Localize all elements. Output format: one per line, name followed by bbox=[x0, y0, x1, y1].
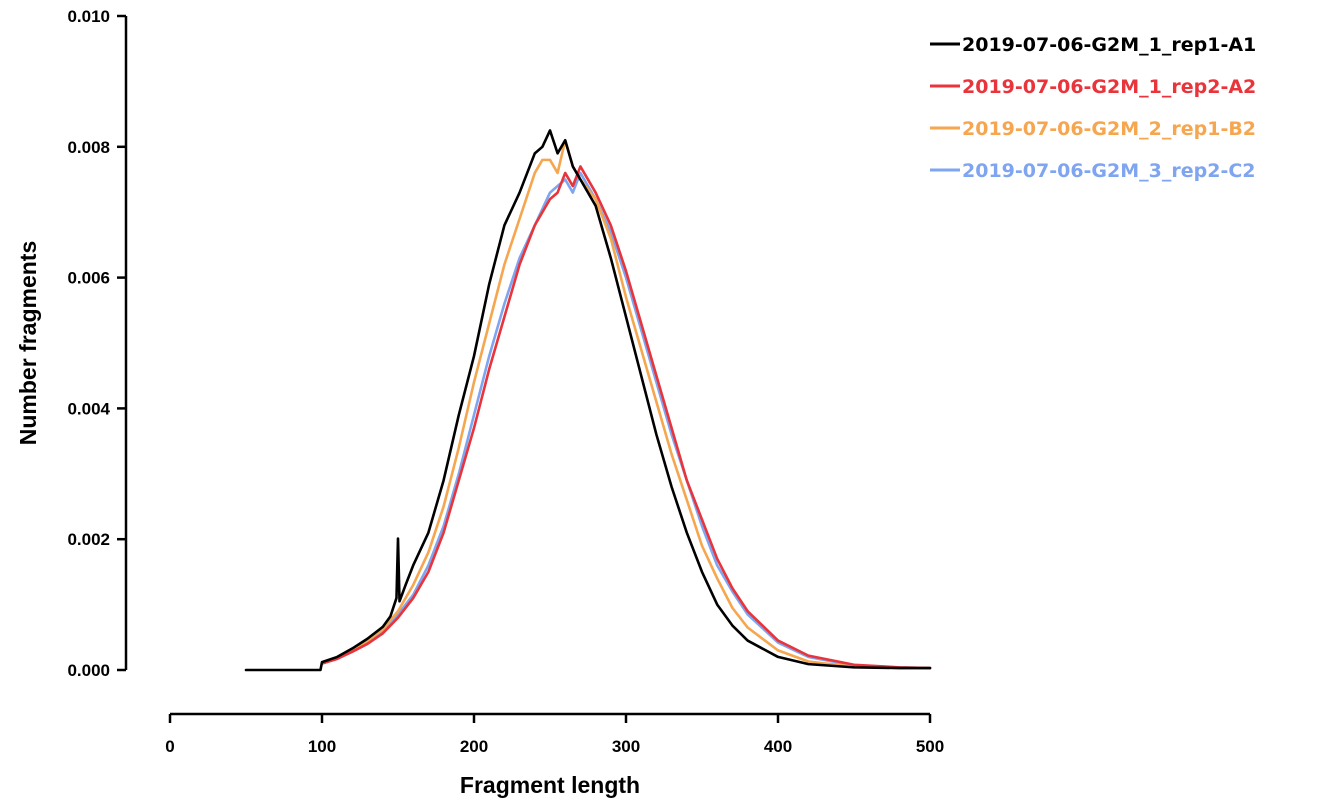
y-tick-label: 0.010 bbox=[67, 7, 110, 26]
legend-label: 2019-07-06-G2M_1_rep1-A1 bbox=[962, 34, 1256, 56]
x-tick-label: 500 bbox=[916, 737, 944, 756]
series-line-3 bbox=[320, 138, 932, 670]
x-tick-label: 0 bbox=[165, 737, 174, 756]
legend-label: 2019-07-06-G2M_2_rep1-B2 bbox=[962, 118, 1256, 140]
series-line-1 bbox=[244, 129, 932, 672]
y-tick-label: 0.002 bbox=[67, 530, 110, 549]
y-tick-label: 0.004 bbox=[67, 399, 110, 418]
y-tick-label: 0.000 bbox=[67, 661, 110, 680]
series-line-2 bbox=[320, 165, 932, 670]
x-tick-label: 400 bbox=[764, 737, 792, 756]
x-tick-label: 300 bbox=[612, 737, 640, 756]
series-group bbox=[244, 129, 932, 672]
legend: 2019-07-06-G2M_1_rep1-A1 2019-07-06-G2M_1… bbox=[930, 34, 1256, 182]
y-axis: 0.000 0.002 0.004 0.006 0.008 0.010 bbox=[67, 7, 128, 680]
x-axis-title: Fragment length bbox=[460, 772, 640, 798]
y-tick-label: 0.008 bbox=[67, 138, 110, 157]
legend-label: 2019-07-06-G2M_1_rep2-A2 bbox=[962, 76, 1256, 98]
y-tick-label: 0.006 bbox=[67, 269, 110, 288]
y-axis-title: Number fragments bbox=[15, 241, 41, 445]
series-line-4 bbox=[320, 171, 932, 670]
legend-label: 2019-07-06-G2M_3_rep2-C2 bbox=[962, 160, 1256, 182]
x-tick-label: 100 bbox=[308, 737, 336, 756]
x-tick-label: 200 bbox=[460, 737, 488, 756]
x-axis: 0 100 200 300 400 500 bbox=[165, 712, 944, 756]
